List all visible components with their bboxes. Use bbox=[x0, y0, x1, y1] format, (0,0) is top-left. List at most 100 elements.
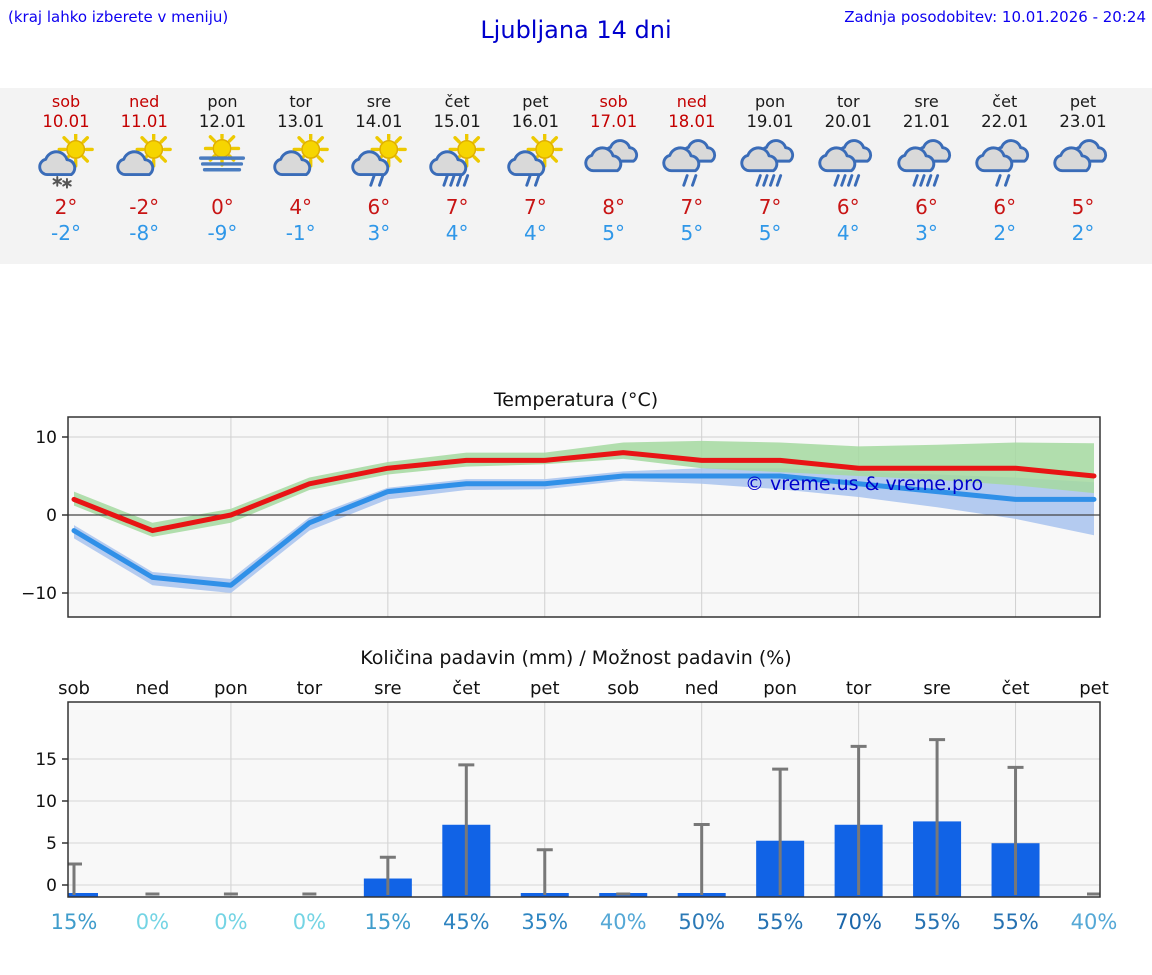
forecast-day-column[interactable]: pet 23.01 5° 2° bbox=[1044, 92, 1122, 246]
svg-text:pon: pon bbox=[763, 678, 797, 699]
temp-high: 6° bbox=[915, 195, 938, 219]
temp-low: 4° bbox=[836, 221, 860, 245]
svg-text:Količina padavin (mm) / Možnos: Količina padavin (mm) / Možnost padavin … bbox=[360, 647, 791, 669]
forecast-day-column[interactable]: pon 12.01 0° -9° bbox=[183, 92, 261, 246]
day-date: 15.01 bbox=[433, 112, 481, 131]
precip-probability: 70% bbox=[835, 910, 882, 934]
precip-whisker bbox=[536, 848, 553, 895]
temp-high: 7° bbox=[680, 195, 704, 219]
precip-probability: 35% bbox=[521, 910, 568, 934]
precip-whisker bbox=[850, 744, 867, 895]
svg-text:tor: tor bbox=[846, 678, 872, 699]
forecast-strip: sob 10.01 2° -2° ned 11.01 -2° -8° pon 12.01 0° -9°… bbox=[0, 88, 1152, 264]
svg-text:ned: ned bbox=[685, 678, 719, 699]
svg-text:0: 0 bbox=[46, 876, 57, 896]
weather-icon-cell bbox=[105, 131, 183, 192]
precip-probability: 40% bbox=[600, 910, 647, 934]
svg-text:sob: sob bbox=[58, 678, 90, 699]
day-name: tor bbox=[836, 92, 860, 111]
day-name: sre bbox=[366, 92, 392, 111]
precip-probability: 15% bbox=[51, 910, 98, 934]
day-date: 19.01 bbox=[746, 112, 794, 131]
day-name: sob bbox=[51, 92, 81, 111]
day-date: 13.01 bbox=[277, 112, 325, 131]
temp-high: 4° bbox=[289, 195, 313, 219]
forecast-day-column[interactable]: sre 14.01 6° 3° bbox=[340, 92, 418, 246]
precip-probability: 0% bbox=[214, 910, 247, 934]
svg-text:pet: pet bbox=[530, 678, 560, 699]
temp-low: 4° bbox=[445, 221, 469, 245]
forecast-day-column[interactable]: čet 22.01 6° 2° bbox=[966, 92, 1044, 246]
day-name: pon bbox=[207, 92, 238, 111]
day-date: 12.01 bbox=[198, 112, 247, 131]
svg-text:sre: sre bbox=[374, 678, 401, 699]
temp-high: 6° bbox=[993, 195, 1017, 219]
precip-whisker bbox=[1007, 765, 1024, 895]
svg-text:−10: −10 bbox=[21, 584, 57, 604]
precip-whisker bbox=[772, 767, 789, 895]
forecast-day-column[interactable]: ned 11.01 -2° -8° bbox=[105, 92, 183, 246]
temp-low: 4° bbox=[524, 221, 547, 245]
precip-probability: 55% bbox=[914, 910, 961, 934]
day-name: pet bbox=[1069, 92, 1097, 111]
temp-low: -8° bbox=[129, 221, 160, 245]
cloudy-rain4-icon bbox=[896, 139, 951, 187]
precip-whisker bbox=[458, 763, 475, 895]
forecast-day-column[interactable]: tor 20.01 6° 4° bbox=[809, 92, 887, 246]
cloudy-rain4-icon bbox=[740, 139, 795, 187]
temp-high: 6° bbox=[367, 195, 391, 219]
precip-bar bbox=[68, 893, 98, 897]
day-name: sob bbox=[599, 92, 628, 111]
weather-icon-cell bbox=[575, 134, 653, 192]
last-update: Zadnja posodobitev: 10.01.2026 - 20:24 bbox=[844, 8, 1146, 26]
forecast-day-column[interactable]: pon 19.01 7° 5° bbox=[731, 92, 809, 246]
temp-low: -9° bbox=[207, 221, 238, 245]
temp-low: -1° bbox=[285, 221, 316, 245]
cloudy-rain2-icon bbox=[662, 139, 716, 187]
forecast-day-column[interactable]: čet 15.01 7° 4° bbox=[418, 92, 496, 246]
svg-text:10: 10 bbox=[35, 428, 57, 448]
forecast-day-column[interactable]: sre 21.01 6° 3° bbox=[888, 92, 966, 246]
precip-whisker bbox=[379, 855, 396, 895]
temp-low: 2° bbox=[1071, 221, 1095, 245]
cloudy-rain2-icon bbox=[975, 139, 1029, 187]
weather-icon-cell bbox=[888, 134, 966, 192]
forecast-day-column[interactable]: ned 18.01 7° 5° bbox=[653, 92, 731, 246]
day-date: 20.01 bbox=[824, 112, 872, 131]
day-name: tor bbox=[289, 92, 312, 111]
day-name: pon bbox=[755, 92, 786, 111]
svg-text:Temperatura (°C): Temperatura (°C) bbox=[493, 389, 658, 411]
temp-high: 5° bbox=[1071, 195, 1095, 219]
sun-cloud-snow-icon bbox=[38, 131, 94, 189]
day-date: 10.01 bbox=[42, 112, 90, 131]
forecast-day-column[interactable]: tor 13.01 4° -1° bbox=[262, 92, 340, 246]
sun-cloud-rain2-icon bbox=[351, 131, 407, 187]
day-date: 17.01 bbox=[589, 112, 638, 131]
precip-probability: 0% bbox=[293, 910, 326, 934]
watermark: © vreme.us & vreme.pro bbox=[745, 473, 983, 495]
svg-text:čet: čet bbox=[452, 678, 480, 699]
precip-probability: 40% bbox=[1071, 910, 1118, 934]
cloudy-icon bbox=[1053, 139, 1108, 173]
weather-icon-cell bbox=[27, 131, 105, 192]
page-title: Ljubljana 14 dni bbox=[480, 16, 672, 44]
svg-text:pet: pet bbox=[1079, 678, 1109, 699]
forecast-day-column[interactable]: pet 16.01 7° 4° bbox=[496, 92, 574, 246]
sun-cloud-icon bbox=[116, 131, 173, 177]
temp-low: 5° bbox=[758, 221, 782, 245]
sun-cloud-icon bbox=[273, 131, 329, 177]
day-name: pet bbox=[522, 92, 549, 111]
day-date: 18.01 bbox=[668, 112, 716, 131]
menu-hint: (kraj lahko izberete v meniju) bbox=[8, 8, 229, 26]
temp-low: 5° bbox=[680, 221, 704, 245]
forecast-day-column[interactable]: sob 17.01 8° 5° bbox=[575, 92, 653, 246]
day-name: sre bbox=[914, 92, 939, 111]
forecast-day-column[interactable]: sob 10.01 2° -2° bbox=[27, 92, 105, 246]
svg-text:10: 10 bbox=[35, 792, 57, 812]
svg-text:sob: sob bbox=[607, 678, 639, 699]
temperature-chart: Temperatura (°C) © vreme.us & vreme.pro 10… bbox=[21, 389, 1101, 618]
cloudy-icon bbox=[583, 139, 638, 173]
day-date: 21.01 bbox=[902, 112, 951, 131]
temp-low: 2° bbox=[993, 221, 1017, 245]
sun-cloud-rain2-icon bbox=[507, 131, 564, 187]
